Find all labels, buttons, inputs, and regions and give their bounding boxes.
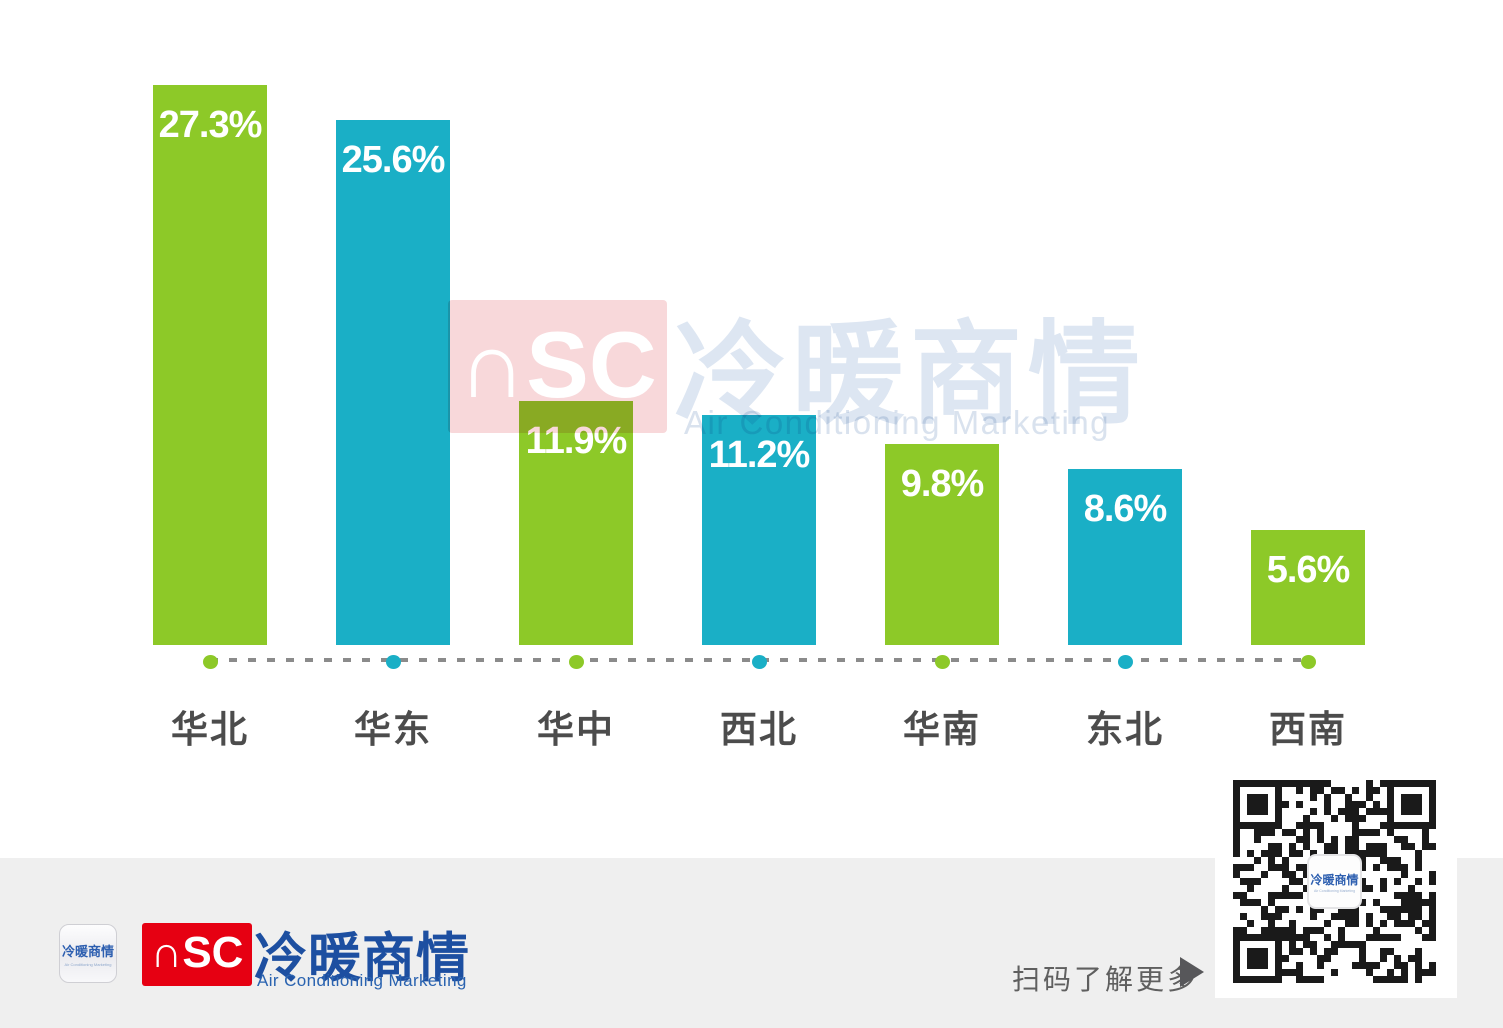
bar-value-label: 5.6%	[1266, 549, 1351, 591]
category-label-华北: 华北	[171, 709, 249, 750]
baseline-dot	[751, 655, 767, 669]
category-label-西北: 西北	[720, 709, 798, 750]
qr-code: 冷暖商情 Air Conditioning Marketing	[1228, 775, 1441, 988]
bar-value-label: 9.8%	[900, 463, 985, 505]
app-icon-en-text: Air Conditioning Marketing	[64, 961, 112, 967]
scan-qr-hint-text: 扫码了解更多	[1012, 964, 1199, 995]
app-icon: 冷暖商情 Air Conditioning Marketing	[59, 924, 117, 983]
category-label-华东: 华东	[354, 709, 432, 750]
watermark-nsc-logo-text: ∩SC	[458, 311, 657, 417]
baseline-dot	[934, 655, 950, 669]
qr-center-logo: 冷暖商情 Air Conditioning Marketing	[1307, 854, 1362, 909]
nsc-logo-text: ∩SC	[150, 927, 244, 977]
baseline-dot	[1300, 655, 1316, 669]
baseline-dot	[202, 655, 218, 669]
category-label-华南: 华南	[903, 709, 981, 750]
brand-name-cn: 冷暖商情	[254, 929, 470, 988]
baseline-dot	[1117, 655, 1133, 669]
brand-name-en: Air Conditioning Marketing	[257, 971, 467, 990]
baseline-dot	[568, 655, 584, 669]
bar-华北: 27.3%	[153, 85, 267, 645]
category-label-西南: 西南	[1269, 709, 1347, 750]
baseline-dot	[385, 655, 401, 669]
bar-value-label: 11.2%	[708, 434, 811, 476]
qr-center-logo-en: Air Conditioning Marketing	[1313, 888, 1356, 893]
bar-东北: 8.6%	[1068, 469, 1182, 645]
bar-value-label: 8.6%	[1083, 488, 1168, 530]
qr-code-pattern	[1233, 780, 1436, 983]
bar-value-label: 25.6%	[341, 139, 446, 181]
right-triangle-icon	[1180, 957, 1204, 987]
bar-value-label: 27.3%	[158, 104, 263, 146]
category-label-华中: 华中	[537, 709, 615, 750]
nsc-logo: ∩SC	[142, 923, 252, 986]
app-icon-cn-text: 冷暖商情	[61, 943, 114, 959]
bar-华中: 11.9%	[519, 401, 633, 645]
bar-value-label: 11.9%	[525, 420, 628, 462]
bar-西南: 5.6%	[1251, 530, 1365, 645]
bar-西北: 11.2%	[702, 415, 816, 645]
bar-华南: 9.8%	[885, 444, 999, 645]
category-label-东北: 东北	[1086, 709, 1164, 750]
qr-center-logo-cn: 冷暖商情	[1310, 872, 1359, 887]
bar-华东: 25.6%	[336, 120, 450, 645]
